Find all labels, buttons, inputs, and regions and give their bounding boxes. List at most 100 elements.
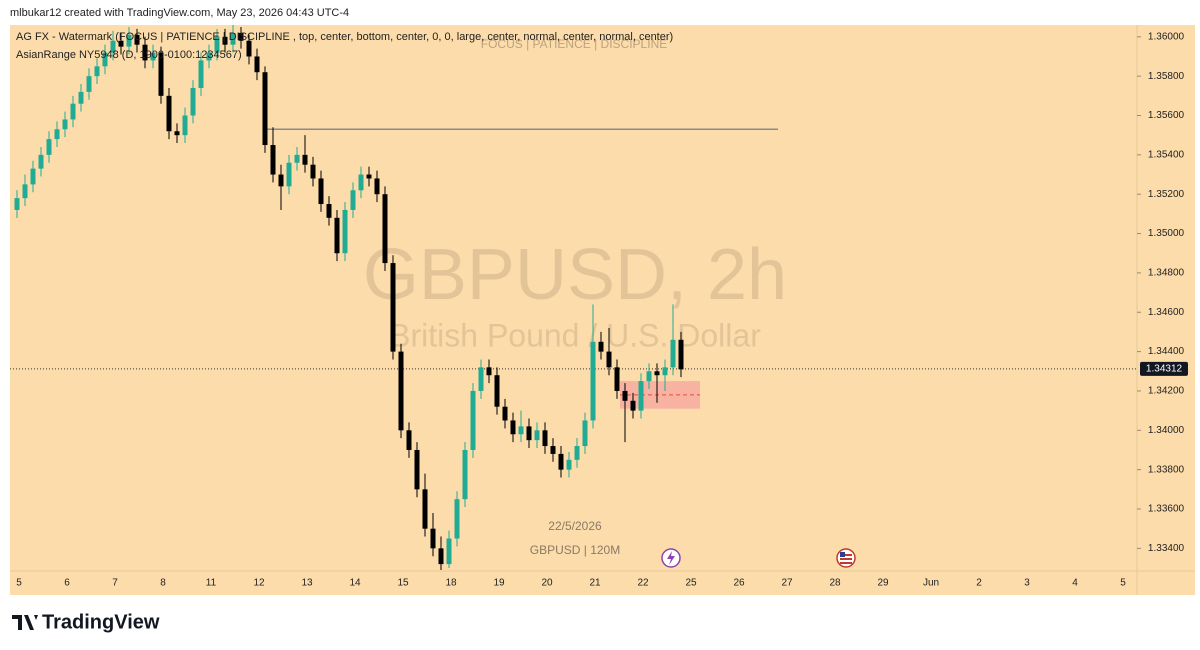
candle-body [622, 390, 628, 401]
x-tick-label: 2 [976, 578, 982, 589]
x-tick-label: 5 [1120, 578, 1126, 589]
candle-body [446, 538, 452, 565]
candle-body [198, 60, 204, 88]
candle-body [478, 367, 484, 391]
candle-body [462, 449, 468, 500]
y-tick-label: 1.33600 [1148, 504, 1185, 515]
candle-body [502, 406, 508, 421]
candle-body [382, 194, 388, 264]
candle-body [542, 430, 548, 447]
candle-body [134, 34, 140, 45]
candle-body [390, 263, 396, 352]
y-tick-label: 1.35600 [1148, 110, 1185, 121]
plot [10, 25, 1137, 570]
y-tick-label: 1.34200 [1148, 386, 1185, 397]
x-tick-label: 13 [301, 578, 313, 589]
candle-body [358, 174, 364, 191]
x-tick-label: 28 [829, 578, 841, 589]
candle-body [470, 390, 476, 450]
candle-body [294, 154, 300, 163]
y-tick-label: 1.35800 [1148, 71, 1185, 82]
candle-body [374, 178, 380, 195]
x-tick-label: 20 [541, 578, 553, 589]
candle-body [182, 115, 188, 136]
candle-body [150, 52, 156, 61]
y-tick-label: 1.35200 [1148, 189, 1185, 200]
candle-body [70, 103, 76, 120]
candle-body [494, 375, 500, 407]
candle-body [334, 217, 340, 254]
x-tick-label: 8 [160, 578, 166, 589]
candle-body [286, 162, 292, 187]
candle-body [30, 168, 36, 185]
candle-body [78, 91, 84, 104]
candle-body [598, 341, 604, 352]
last-price-box [1140, 361, 1188, 376]
candle-body [102, 52, 108, 67]
candle-body [22, 184, 28, 199]
candle-body [126, 34, 132, 47]
last-price-label: 1.34312 [1146, 364, 1183, 375]
candle-body [638, 381, 644, 411]
candle-body [566, 459, 572, 470]
candle-body [118, 40, 124, 47]
y-tick-label: 1.34600 [1148, 307, 1185, 318]
candle-body [518, 426, 524, 435]
brand: TradingView [42, 611, 160, 633]
candle-body [310, 164, 316, 179]
y-tick-label: 1.35400 [1148, 149, 1185, 160]
x-tick-label: 27 [781, 578, 793, 589]
candle-body [238, 32, 244, 41]
x-tick-label: 29 [877, 578, 889, 589]
y-tick-label: 1.35000 [1148, 228, 1185, 239]
brand-logo [12, 615, 38, 630]
candle-body [534, 430, 540, 441]
candle-body [606, 351, 612, 368]
y-tick-label: 1.34000 [1148, 425, 1185, 436]
candle-body [158, 52, 164, 96]
candle-body [214, 36, 220, 53]
candle-body [582, 420, 588, 447]
candle-body [662, 367, 668, 376]
candle-body [94, 66, 100, 77]
x-tick-label: 6 [64, 578, 70, 589]
candle-body [222, 36, 228, 45]
x-tick-label: 26 [733, 578, 745, 589]
candle-body [454, 499, 460, 539]
candle-body [510, 420, 516, 435]
y-tick-label: 1.33400 [1148, 543, 1185, 554]
candle-body [406, 430, 412, 450]
indicator-watermark: FOCUS | PATIENCE | DISCIPLINE [481, 37, 668, 51]
annotation: GBPUSD | 120M [530, 543, 620, 557]
x-tick-label: 19 [493, 578, 505, 589]
candle-body [142, 44, 148, 61]
candle-body [574, 446, 580, 460]
candle-body [558, 453, 564, 470]
legend-line: AG FX - Watermark (FOCUS | PATIENCE | DI… [16, 31, 673, 43]
event-icon[interactable] [661, 548, 681, 568]
x-tick-label: 21 [589, 578, 601, 589]
candle-body [302, 154, 308, 165]
candle-body [654, 371, 660, 376]
candle-body [342, 209, 348, 254]
x-tick-label: 25 [685, 578, 697, 589]
candle-body [350, 190, 356, 210]
candle-body [550, 446, 556, 454]
candle-body [110, 40, 116, 53]
candle-body [86, 76, 92, 92]
x-tick-label: Jun [923, 578, 939, 589]
candle-body [230, 32, 236, 45]
x-tick-label: 22 [637, 578, 649, 589]
symbol-watermark: GBPUSD, 2h [363, 235, 787, 315]
x-tick-label: 11 [206, 578, 217, 589]
y-tick-label: 1.34400 [1148, 346, 1185, 357]
candle-body [14, 198, 20, 210]
annotation: 22/5/2026 [548, 519, 602, 533]
candle-body [526, 426, 532, 441]
flag-icon[interactable] [836, 548, 856, 568]
candle-body [438, 548, 444, 565]
candle-body [646, 371, 652, 382]
candle-body [54, 129, 60, 140]
candle-body [190, 87, 196, 116]
candle-body [678, 339, 684, 370]
